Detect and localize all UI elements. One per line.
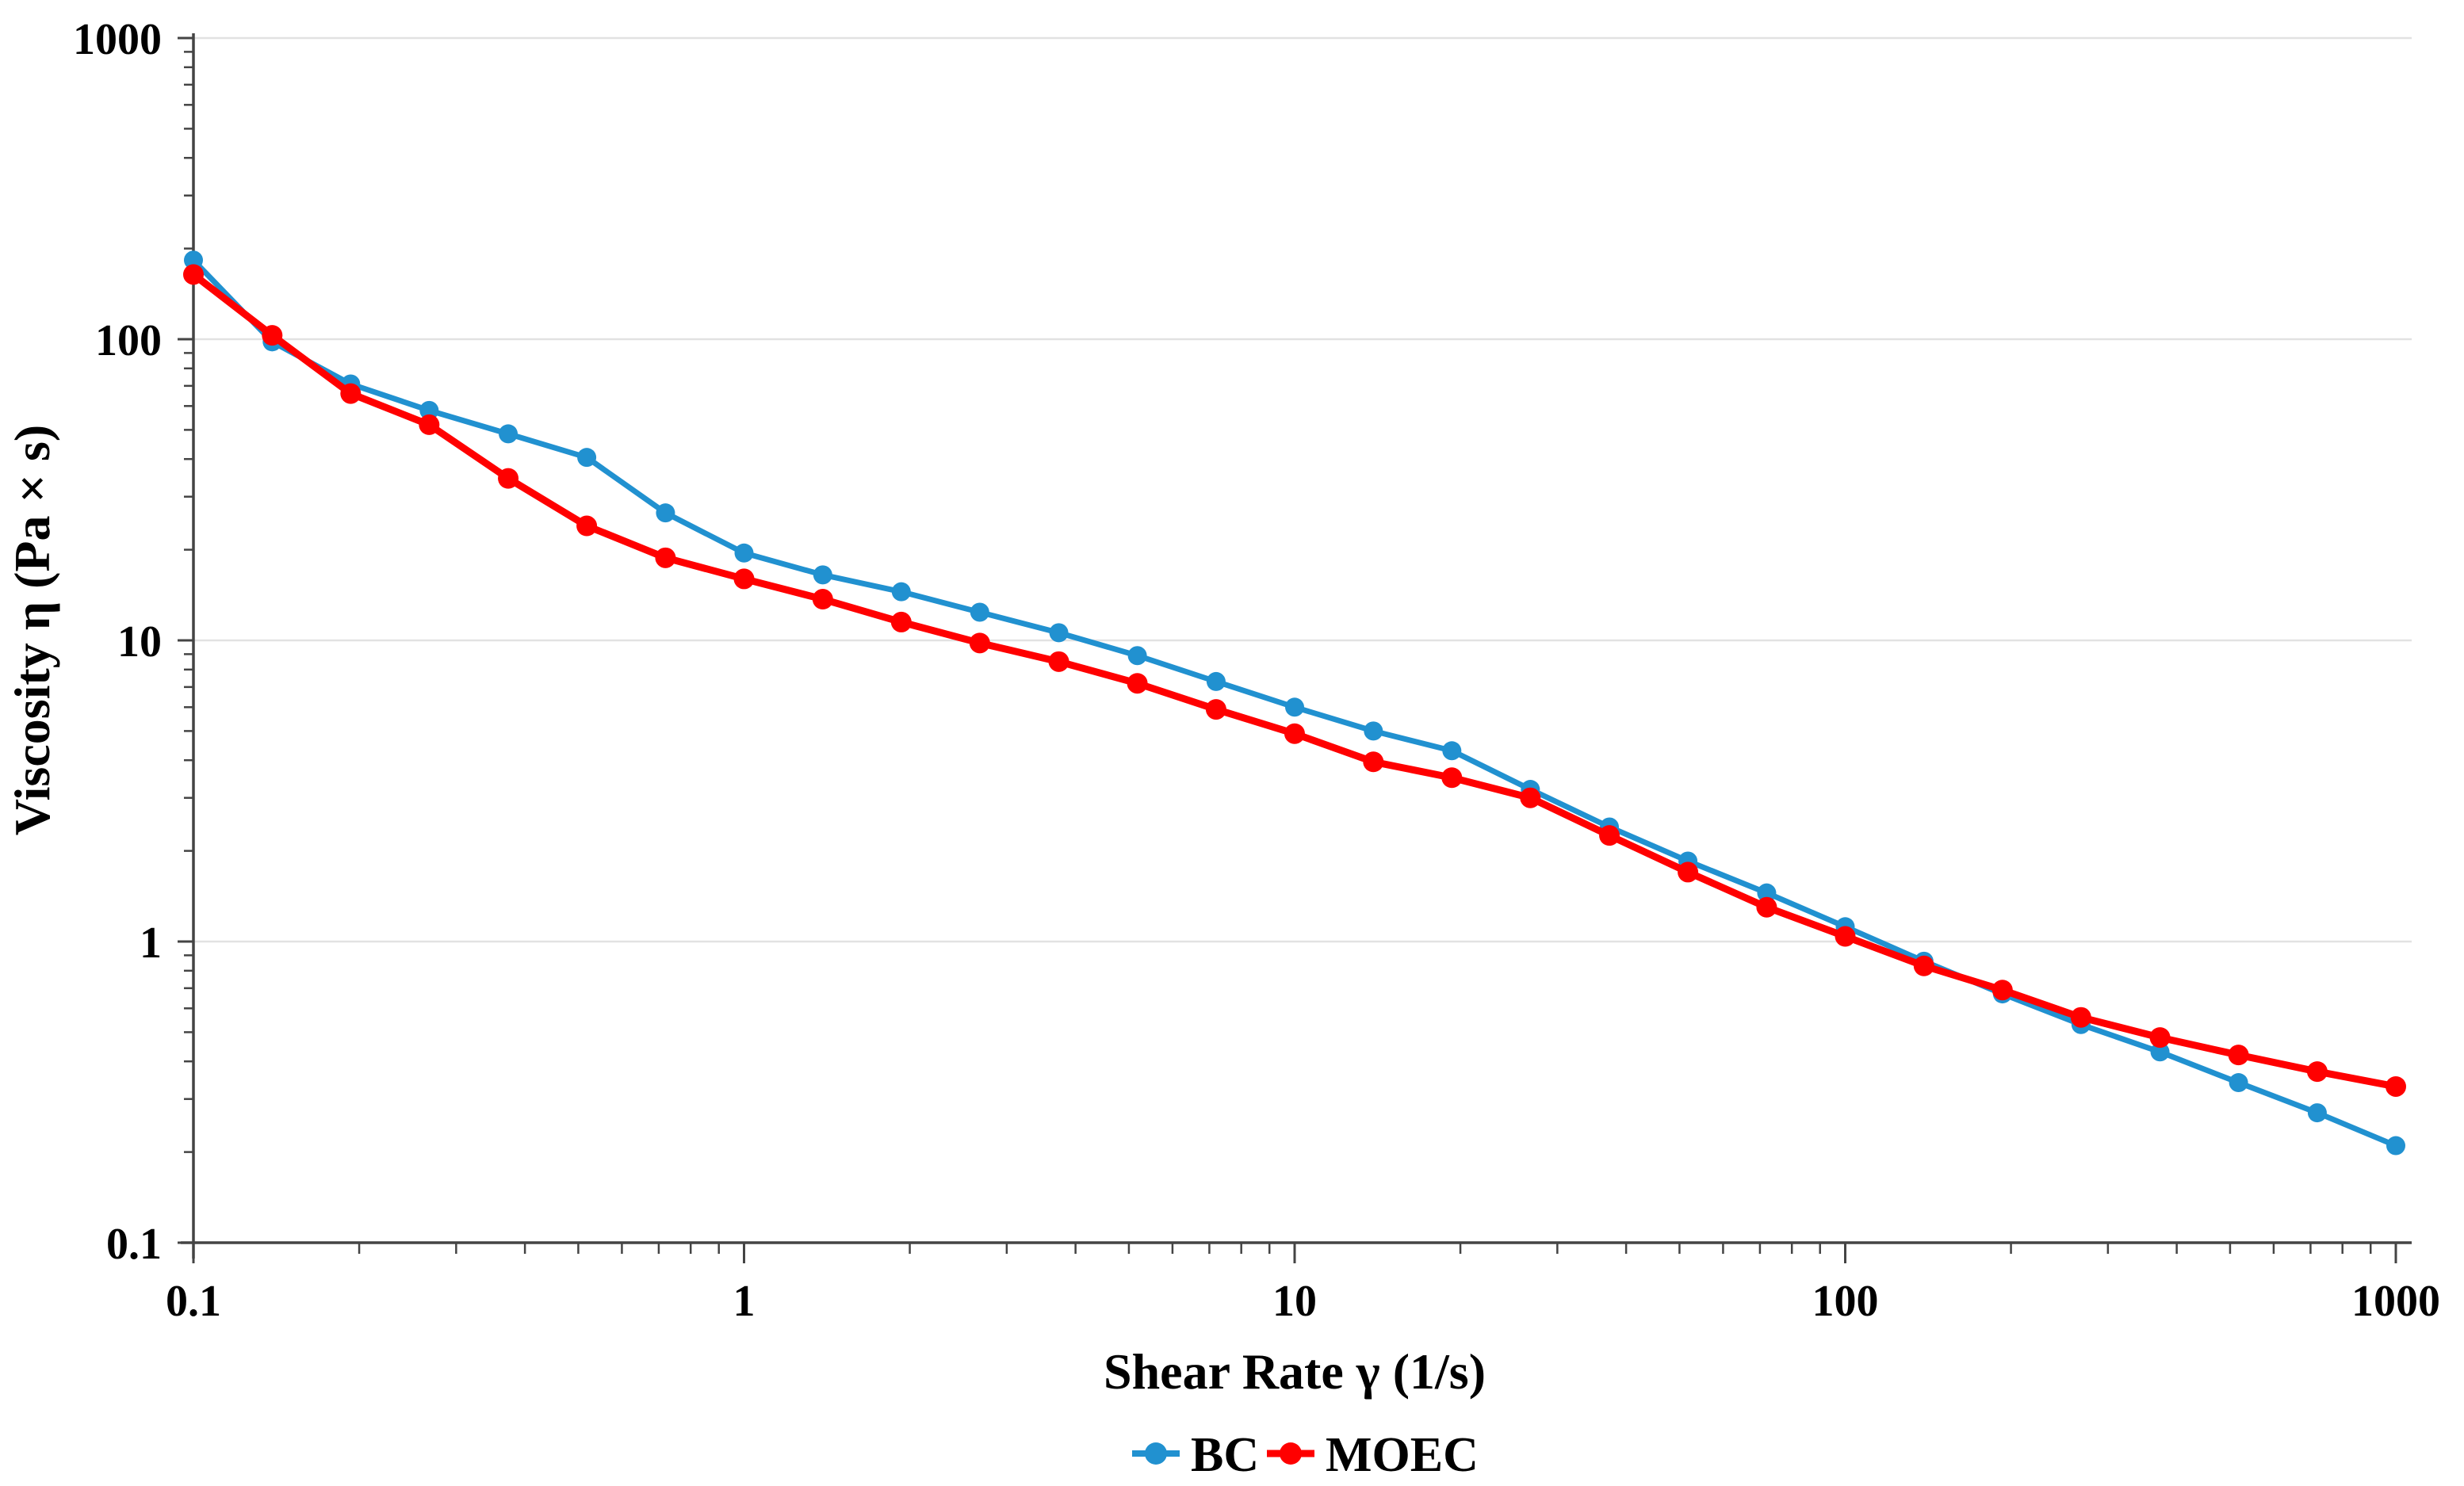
moec-data-point <box>1599 825 1620 846</box>
tick-labels: 1000 100 10 1 0.10.1 1 10 100 1000 <box>73 15 2440 1326</box>
bc-data-point <box>2386 1136 2405 1156</box>
moec-data-point <box>1441 767 1463 789</box>
bc-data-point <box>1206 671 1226 691</box>
moec-data-point <box>2149 1027 2171 1049</box>
moec-data-point <box>2386 1075 2406 1097</box>
bc-data-point <box>499 424 518 444</box>
y-tick-label: 100 <box>95 316 162 365</box>
legend-label-moec: MOEC <box>1326 1428 1479 1482</box>
moec-data-point <box>1284 723 1305 744</box>
bc-data-point <box>1757 883 1777 903</box>
moec-data-point <box>498 468 519 489</box>
moec-data-point <box>812 589 833 610</box>
y-tick-label: 1 <box>140 919 162 968</box>
y-tick-label: 1000 <box>73 15 162 64</box>
moec-data-point <box>183 264 204 285</box>
moec-data-point <box>1205 699 1226 720</box>
moec-data-point <box>2306 1061 2328 1083</box>
bc-data-point <box>656 503 675 523</box>
bc-legend-marker-icon <box>1145 1442 1167 1465</box>
bc-data-point <box>970 602 989 622</box>
x-tick-label: 1000 <box>2351 1277 2440 1326</box>
moec-data-point <box>1127 673 1148 694</box>
legend-item-bc: BC <box>1132 1428 1259 1482</box>
bc-data-point <box>577 448 597 468</box>
legend-item-moec: MOEC <box>1267 1428 1479 1482</box>
y-tick-label: 10 <box>117 617 162 667</box>
moec-legend-marker-icon <box>1280 1442 1302 1465</box>
moec-data-point <box>576 515 598 537</box>
moec-data-point <box>1756 896 1777 918</box>
bc-data-point <box>891 582 911 602</box>
ticks <box>178 36 2397 1263</box>
bc-data-point <box>2150 1042 2170 1062</box>
moec-data-point <box>340 383 362 404</box>
y-tick-label: 0.1 <box>106 1220 162 1269</box>
moec-data-point <box>969 632 990 654</box>
x-tick-label: 0.1 <box>166 1277 221 1326</box>
bc-data-point <box>184 250 203 270</box>
bc-data-point <box>2307 1103 2327 1123</box>
moec-data-point <box>1835 926 1856 947</box>
x-tick-label: 10 <box>1272 1277 1317 1326</box>
moec-data-point <box>1678 861 1699 883</box>
bc-data-point <box>734 543 754 563</box>
moec-data-point <box>419 414 440 435</box>
moec-data-point <box>733 568 755 590</box>
legend-label-bc: BC <box>1191 1428 1259 1482</box>
moec-data-point <box>890 611 912 632</box>
bc-data-point <box>419 400 439 420</box>
y-axis-title: Viscosity η (Pa × s) <box>4 425 60 835</box>
bc-data-point <box>1442 741 1462 761</box>
moec-data-point <box>1520 787 1541 808</box>
bc-data-point <box>1127 646 1147 666</box>
x-tick-label: 100 <box>1812 1277 1879 1326</box>
moec-data-point <box>1913 955 1934 976</box>
bc-data-point <box>1285 697 1304 717</box>
moec-series-line <box>189 270 2400 1091</box>
bc-data-point <box>2229 1073 2248 1093</box>
bc-data-point <box>1364 721 1383 741</box>
moec-data-point <box>1991 980 2013 1001</box>
data-series <box>183 250 2406 1156</box>
axes <box>181 33 2412 1259</box>
moec-data-point <box>262 325 283 346</box>
gridlines <box>181 36 2412 1244</box>
legend: BC MOEC <box>1132 1428 1479 1482</box>
bc-data-point <box>1049 623 1069 643</box>
moec-data-point <box>2070 1007 2091 1028</box>
bc-data-point <box>813 565 832 585</box>
moec-data-point <box>1363 751 1384 773</box>
x-axis-title: Shear Rate γ (1/s) <box>1104 1343 1486 1400</box>
x-tick-label: 1 <box>733 1277 756 1326</box>
moec-data-point <box>1048 651 1069 672</box>
moec-data-point <box>2228 1045 2249 1066</box>
moec-data-point <box>655 547 676 568</box>
